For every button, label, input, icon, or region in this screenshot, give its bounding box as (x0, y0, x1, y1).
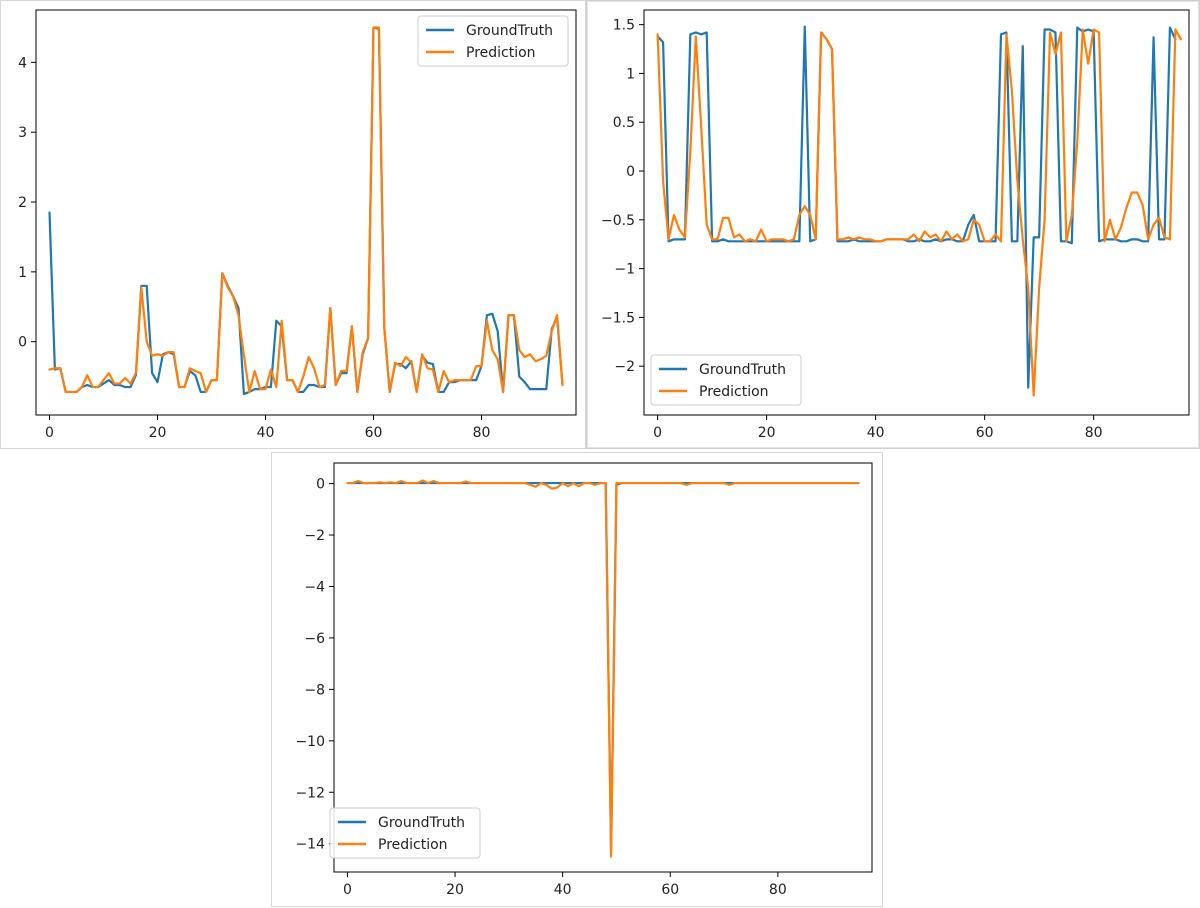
chart-panel-2: 0 20 40 60 80 1.5 1 0.5 0 −0.5 −1 −1.5 −2 GroundTruth… (586, 0, 1200, 449)
series-line-prediction (346, 479, 860, 858)
chart-3-svg: 0 20 40 60 80 0 −2 −4 −6 −8 −10 −12 −14 GroundTruth Pr… (295, 462, 873, 898)
series-line-prediction (48, 26, 564, 394)
series-line-prediction (656, 28, 1182, 397)
legend-box (417, 15, 569, 67)
legend-label: Prediction (466, 45, 536, 61)
x-tick-label: 80 (1085, 425, 1103, 441)
x-tick-label: 60 (365, 425, 383, 441)
x-axis: 0 20 40 60 80 (653, 415, 1103, 441)
y-tick-label: 1.5 (613, 18, 635, 34)
y-tick-label: −1 (614, 262, 635, 278)
legend-label: GroundTruth (699, 362, 786, 378)
y-tick-label: −10 (295, 734, 325, 750)
legend: GroundTruth Prediction (650, 354, 802, 406)
y-tick-label: 4 (18, 55, 27, 71)
y-tick-label: −14 (295, 837, 325, 853)
x-tick-label: 60 (976, 425, 994, 441)
y-tick-label: −6 (304, 631, 325, 647)
y-tick-label: 0 (316, 477, 325, 493)
x-tick-label: 40 (554, 882, 572, 898)
y-tick-label: −12 (295, 785, 325, 801)
y-tick-label: 0 (626, 164, 635, 180)
x-tick-label: 80 (473, 425, 491, 441)
legend-label: Prediction (699, 384, 769, 400)
chart-1-svg: 0 20 40 60 80 0 1 2 3 4 GroundTruth Prediction (18, 9, 577, 441)
y-tick-label: 1 (18, 265, 27, 281)
y-axis: 1.5 1 0.5 0 −0.5 −1 −1.5 −2 (601, 18, 644, 375)
series-line-groundtruth (346, 481, 860, 853)
y-tick-label: −2 (304, 528, 325, 544)
x-tick-label: 20 (758, 425, 776, 441)
y-tick-label: 0.5 (613, 115, 635, 131)
chart-panel-3: 0 20 40 60 80 0 −2 −4 −6 −8 −10 −12 −14 GroundTruth Pr… (271, 452, 883, 907)
y-tick-label: 0 (18, 335, 27, 351)
x-tick-label: 0 (45, 425, 54, 441)
legend-box (329, 807, 481, 859)
legend-label: GroundTruth (466, 23, 553, 39)
y-tick-label: 1 (626, 66, 635, 82)
series-line-groundtruth (656, 25, 1177, 389)
y-tick-label: 2 (18, 195, 27, 211)
legend-label: GroundTruth (378, 815, 465, 831)
x-tick-label: 0 (343, 882, 352, 898)
x-tick-label: 20 (149, 425, 167, 441)
y-axis: 0 −2 −4 −6 −8 −10 −12 −14 (295, 477, 334, 853)
x-tick-label: 20 (446, 882, 464, 898)
legend: GroundTruth Prediction (329, 807, 481, 859)
chart-2-svg: 0 20 40 60 80 1.5 1 0.5 0 −0.5 −1 −1.5 −2 GroundTruth… (601, 9, 1190, 441)
y-tick-label: −2 (614, 359, 635, 375)
x-tick-label: 40 (257, 425, 275, 441)
y-tick-label: −4 (304, 579, 325, 595)
legend: GroundTruth Prediction (417, 15, 569, 67)
plot-frame (35, 9, 577, 416)
chart-panel-1: 0 20 40 60 80 0 1 2 3 4 GroundTruth Prediction (0, 0, 586, 449)
x-tick-label: 40 (867, 425, 885, 441)
x-tick-label: 80 (769, 882, 787, 898)
plot-frame (333, 462, 873, 873)
x-axis: 0 20 40 60 80 (343, 872, 787, 898)
y-axis: 0 1 2 3 4 (18, 55, 36, 351)
y-tick-label: −1.5 (601, 310, 635, 326)
y-tick-label: −8 (304, 682, 325, 698)
legend-label: Prediction (378, 837, 448, 853)
y-tick-label: −0.5 (601, 213, 635, 229)
x-tick-label: 60 (661, 882, 679, 898)
x-axis: 0 20 40 60 80 (45, 415, 490, 441)
x-tick-label: 0 (653, 425, 662, 441)
legend-box (650, 354, 802, 406)
y-tick-label: 3 (18, 125, 27, 141)
plot-frame (643, 9, 1190, 416)
